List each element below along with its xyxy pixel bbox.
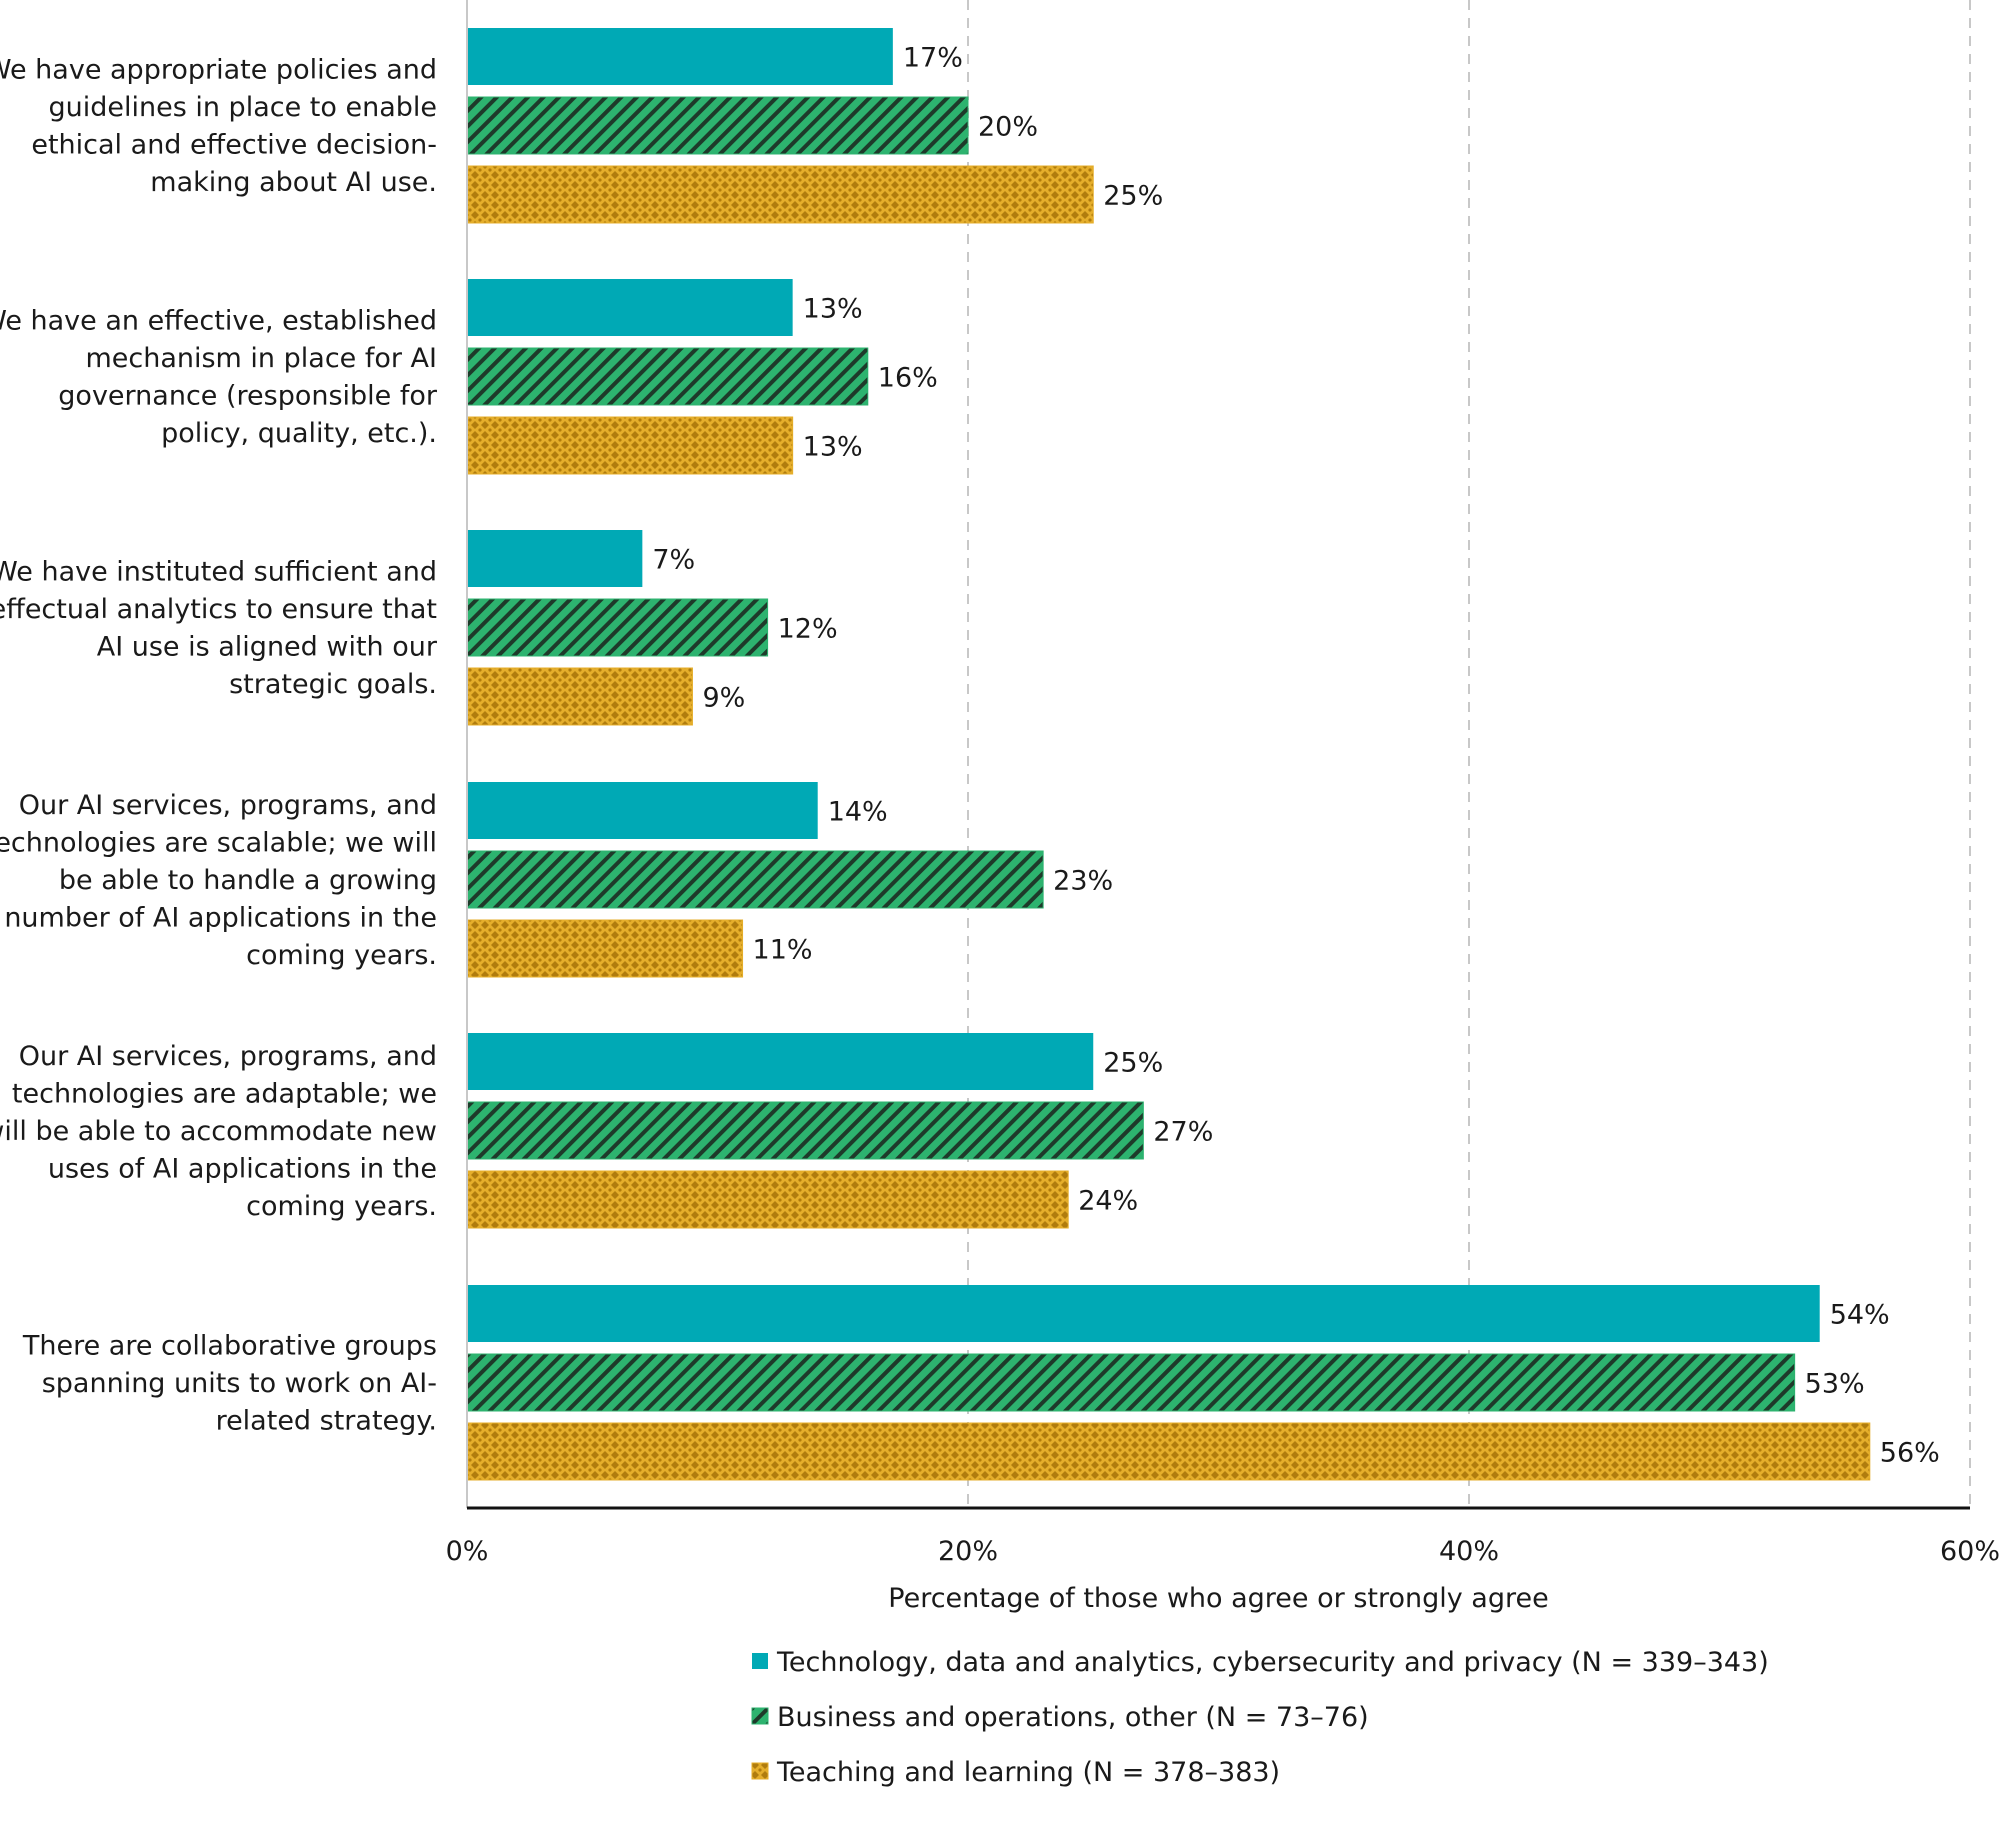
data-label: 53% (1805, 1369, 1865, 1400)
bar (466, 1353, 1796, 1412)
category-label: Our AI services, programs, and technologi… (0, 790, 437, 971)
bar (466, 850, 1044, 909)
category-label-line: mechanism in place for AI (85, 343, 437, 374)
legend-swatch (751, 1762, 769, 1780)
category-label-line: technologies are adaptable; we (12, 1078, 437, 1109)
bar (466, 347, 869, 406)
data-label: 11% (753, 935, 813, 966)
category-label: We have instituted sufficient and effectu… (0, 557, 438, 701)
x-axis-title: Percentage of those who agree or strongl… (888, 1583, 1548, 1614)
category-label: We have appropriate policies and guidelin… (0, 55, 437, 199)
legend-swatch (752, 1653, 768, 1669)
x-tick-label: 40% (1439, 1536, 1499, 1567)
category-label-line: uses of AI applications in the (48, 1153, 437, 1184)
category-label-line: ethical and effective decision- (31, 130, 437, 161)
bar (467, 530, 643, 587)
category-label-line: technologies are scalable; we will (0, 827, 437, 858)
legend-swatch (751, 1707, 769, 1725)
bars (466, 28, 1871, 1481)
category-label-line: We have instituted sufficient and (0, 557, 437, 588)
category-label-line: We have an effective, established (0, 306, 437, 337)
category-labels: We have appropriate policies and guidelin… (0, 55, 438, 1437)
category-label-line: We have appropriate policies and (0, 55, 437, 86)
axes: 0% 20% 40% 60% Percentage of those who agree… (446, 0, 2000, 1614)
data-label: 54% (1830, 1300, 1890, 1331)
data-label: 24% (1078, 1186, 1138, 1217)
data-label: 25% (1103, 181, 1163, 212)
category-label-line: number of AI applications in the (4, 902, 437, 933)
legend-label: Business and operations, other (N = 73–7… (777, 1702, 1369, 1733)
data-labels: 17% 20% 25% 13% 16% 13% 7% 12% 9% 14% 23% 11% 25% 27%… (652, 43, 1939, 1469)
category-label-line: AI use is aligned with our (97, 632, 438, 663)
x-tick-label: 20% (938, 1536, 998, 1567)
bar (467, 28, 893, 85)
data-label: 17% (903, 43, 963, 74)
data-label: 25% (1103, 1048, 1163, 1079)
bar (466, 165, 1094, 224)
data-label: 56% (1880, 1438, 1940, 1469)
category-label-line: Our AI services, programs, and (19, 790, 437, 821)
data-label: 14% (828, 797, 888, 828)
category-label-line: effectual analytics to ensure that (0, 594, 437, 625)
legend: Technology, data and analytics, cybersec… (751, 1647, 1769, 1788)
category-label-line: be able to handle a growing (59, 865, 437, 896)
data-label: 7% (652, 545, 695, 576)
category-label-line: There are collaborative groups (22, 1330, 437, 1361)
category-label: We have an effective, established mechani… (0, 306, 438, 450)
data-label: 9% (702, 683, 745, 714)
category-label-line: spanning units to work on AI- (42, 1368, 437, 1399)
legend-label: Teaching and learning (N = 378–383) (776, 1757, 1280, 1788)
category-label-line: coming years. (246, 1191, 437, 1222)
data-label: 13% (803, 294, 863, 325)
legend-label: Technology, data and analytics, cybersec… (776, 1647, 1769, 1678)
category-label-line: strategic goals. (229, 669, 437, 700)
data-label: 16% (878, 363, 938, 394)
data-label: 23% (1053, 866, 1113, 897)
x-tick-label: 0% (446, 1536, 489, 1567)
category-label-line: policy, quality, etc.). (161, 418, 437, 449)
category-label-line: making about AI use. (150, 167, 437, 198)
data-label: 27% (1153, 1117, 1213, 1148)
x-tick-label: 60% (1940, 1536, 2000, 1567)
bar (466, 598, 769, 657)
bar (467, 279, 793, 336)
category-label-line: coming years. (246, 940, 437, 971)
category-label-line: governance (responsible for (58, 381, 438, 412)
bar (466, 1422, 1871, 1481)
gridlines (967, 0, 1971, 1508)
bar (466, 1101, 1144, 1160)
category-label-line: related strategy. (216, 1405, 437, 1436)
bar (467, 1033, 1094, 1090)
category-label: Our AI services, programs, and technologi… (0, 1041, 437, 1222)
data-label: 20% (978, 112, 1038, 143)
bar (467, 782, 818, 839)
data-label: 13% (803, 432, 863, 463)
category-label-line: Our AI services, programs, and (19, 1041, 437, 1072)
category-label: There are collaborative groups spanning u… (22, 1330, 437, 1436)
bar (467, 1285, 1820, 1342)
category-label-line: will be able to accommodate new (0, 1116, 437, 1147)
bar (466, 1170, 1069, 1229)
data-label: 12% (778, 614, 838, 645)
bar (466, 416, 794, 475)
bar (466, 919, 744, 978)
bar (466, 667, 693, 726)
category-label-line: guidelines in place to enable (48, 92, 437, 123)
bar (466, 96, 969, 155)
